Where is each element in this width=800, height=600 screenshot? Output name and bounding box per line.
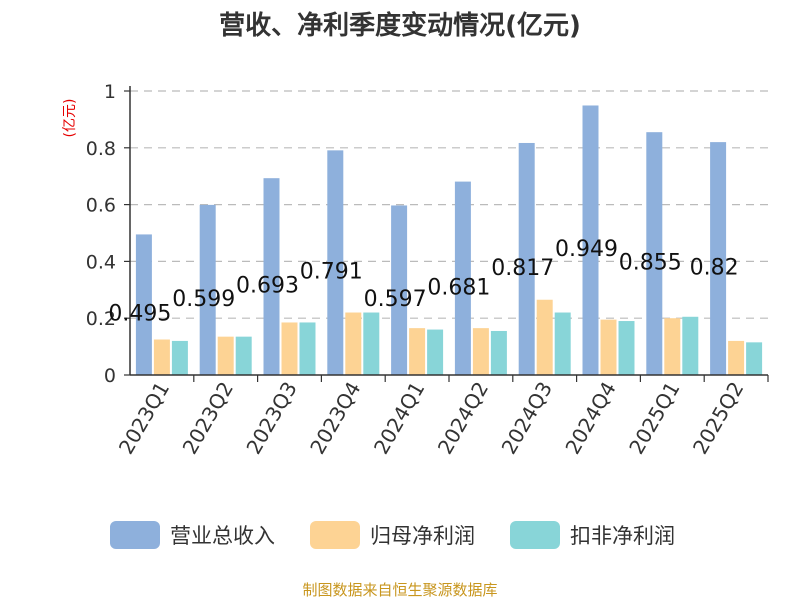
source-note: 制图数据来自恒生聚源数据库: [302, 581, 497, 599]
bar-2023Q2-s0: [199, 204, 216, 375]
data-label: 0.82: [690, 256, 739, 281]
bar-2024Q2-s0: [454, 181, 471, 375]
x-tick-label: 2023Q2: [178, 378, 238, 459]
legend-swatch: [310, 521, 360, 549]
bar-2023Q4-s1: [345, 312, 362, 375]
bar-2024Q1-s0: [391, 205, 408, 375]
y-tick-label: 0: [104, 365, 116, 387]
bar-2024Q1-s2: [427, 329, 444, 375]
bar-2023Q3-s2: [299, 322, 316, 375]
data-label: 0.681: [427, 275, 490, 300]
bar-2023Q3-s1: [281, 322, 298, 375]
bar-2023Q1-s0: [135, 234, 152, 375]
y-tick-label: 0.4: [86, 251, 116, 273]
legend-label: 扣非净利润: [570, 524, 675, 548]
bar-2025Q1-s2: [682, 316, 699, 375]
bar-2025Q2-s0: [710, 142, 727, 375]
bar-2023Q2-s1: [217, 336, 234, 375]
bar-2024Q3-s0: [518, 142, 535, 375]
bar-2024Q4-s2: [618, 321, 635, 375]
x-tick-label: 2025Q2: [688, 378, 748, 459]
y-tick-label: 0.6: [86, 195, 116, 217]
bar-2023Q2-s2: [235, 336, 252, 375]
legend-label: 归母净利润: [370, 524, 475, 548]
data-label: 0.817: [491, 256, 554, 281]
bar-2023Q1-s2: [171, 340, 188, 375]
x-tick-label: 2023Q1: [114, 378, 174, 459]
bar-2024Q2-s2: [490, 330, 507, 375]
bar-2023Q3-s0: [263, 178, 280, 375]
x-tick-label: 2024Q2: [433, 378, 493, 459]
bar-2024Q2-s1: [472, 328, 489, 375]
data-label: 0.599: [172, 287, 235, 312]
x-tick-label: 2024Q1: [369, 378, 429, 459]
x-tick-label: 2023Q4: [305, 378, 365, 459]
legend-label: 营业总收入: [170, 524, 275, 548]
y-tick-label: 1: [104, 81, 116, 103]
bar-2025Q2-s2: [746, 342, 763, 375]
legend-swatch: [510, 521, 560, 549]
bar-2025Q1-s1: [664, 318, 681, 375]
data-label: 0.949: [555, 237, 618, 262]
chart-title: 营收、净利季度变动情况(亿元): [219, 10, 581, 41]
bar-2025Q2-s1: [728, 340, 745, 375]
bar-2024Q3-s1: [536, 299, 553, 375]
x-tick-label: 2023Q3: [241, 378, 301, 459]
legend: 营业总收入 归母净利润 扣非净利润: [110, 521, 675, 549]
bar-2024Q4-s0: [582, 105, 599, 375]
bar-2024Q4-s1: [600, 319, 617, 375]
y-axis-label: (亿元): [62, 99, 78, 138]
bar-2023Q4-s0: [327, 150, 344, 375]
x-tick-label: 2024Q3: [497, 378, 557, 459]
y-tick-label: 0.8: [86, 138, 116, 160]
data-label: 0.791: [300, 260, 363, 285]
bar-2025Q1-s0: [646, 132, 663, 375]
data-label: 0.855: [619, 251, 682, 276]
bar-2023Q4-s2: [363, 312, 380, 375]
y-tick-label: 0.2: [86, 308, 116, 330]
data-label: 0.597: [364, 287, 427, 312]
bar-layer: [135, 105, 763, 375]
data-label: 0.495: [108, 302, 171, 327]
bar-2024Q3-s2: [554, 312, 571, 375]
legend-swatch: [110, 521, 160, 549]
x-tick-label: 2024Q4: [560, 378, 620, 459]
data-label: 0.693: [236, 274, 299, 299]
bar-2023Q1-s1: [153, 339, 170, 375]
x-tick-label: 2025Q1: [624, 378, 684, 459]
bar-2024Q1-s1: [409, 328, 426, 375]
